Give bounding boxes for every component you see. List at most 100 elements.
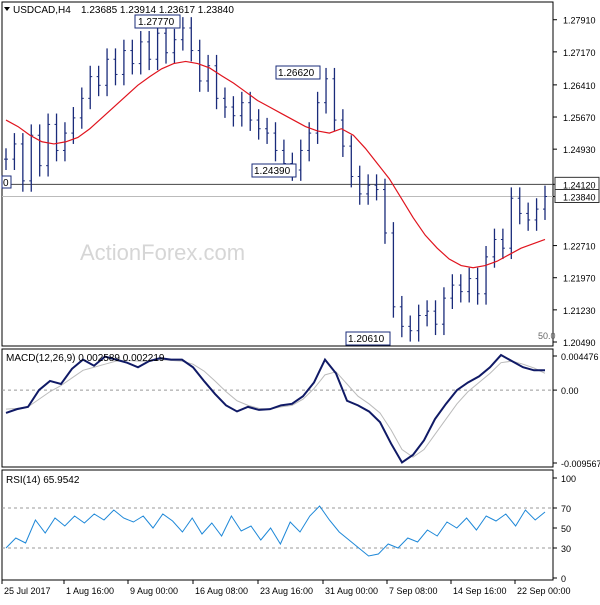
rsi-tick-label: 50 xyxy=(561,524,571,534)
price-bar xyxy=(37,124,42,177)
price-bar xyxy=(408,315,413,342)
price-bar xyxy=(391,222,396,318)
price-bar xyxy=(484,246,489,305)
price-level-box xyxy=(554,188,600,203)
annotation-high-2: 1.26620 xyxy=(275,65,321,80)
price-bar xyxy=(315,91,320,144)
price-bar xyxy=(231,96,236,127)
rsi-tick-label: 100 xyxy=(561,474,576,484)
annotation-text: 1.27770 xyxy=(138,17,175,28)
price-bar xyxy=(500,228,505,260)
x-tick-label: 23 Aug 16:00 xyxy=(260,586,313,596)
moving-average-line xyxy=(5,60,546,269)
header: USDCAD,H4 1.23685 1.23914 1.23617 1.2384… xyxy=(4,5,234,16)
rsi-panel xyxy=(1,469,554,581)
macd-tick-label: -0.009567 xyxy=(561,459,600,469)
price-bar xyxy=(324,67,329,114)
y-tick-label: 1.27170 xyxy=(563,48,596,58)
x-tick-label: 16 Aug 08:00 xyxy=(195,586,248,596)
y-tick-label: 1.21230 xyxy=(563,306,596,316)
price-bar xyxy=(256,109,261,140)
x-tick-label: 14 Sep 16:00 xyxy=(453,586,507,596)
price-bar xyxy=(458,274,463,303)
x-tick-label: 7 Sep 08:00 xyxy=(389,586,438,596)
price-bar xyxy=(197,39,202,92)
y-tick-label: 1.24930 xyxy=(563,145,596,155)
price-bar xyxy=(340,109,345,157)
price-bar xyxy=(20,133,25,192)
annotation-box xyxy=(251,163,297,178)
y-tick-label: 1.23840 xyxy=(563,192,596,202)
price-bar xyxy=(88,65,93,110)
price-bar xyxy=(475,267,480,305)
price-bar xyxy=(492,228,497,268)
annotation-low-2: 1.20610 xyxy=(345,331,391,346)
price-bar xyxy=(374,174,379,201)
annotation-text: 1.24390 xyxy=(254,166,291,177)
price-bar xyxy=(105,48,110,97)
annotation-text: 0 xyxy=(3,178,9,189)
price-layer xyxy=(2,17,553,342)
price-bar xyxy=(517,187,522,225)
x-tick-label: 9 Aug 00:00 xyxy=(130,586,178,596)
price-bar xyxy=(155,22,160,71)
macd-tick-label: 0.004476 xyxy=(561,352,599,362)
price-bar xyxy=(332,67,337,131)
price-bar xyxy=(239,91,244,127)
y-tick-label: 1.21970 xyxy=(563,274,596,284)
annotation-box xyxy=(1,175,12,189)
price-bar xyxy=(189,17,194,62)
y-tick-label: 1.24120 xyxy=(563,180,596,190)
level-50-label: 50.0 xyxy=(538,331,556,341)
price-bar xyxy=(214,54,219,110)
price-bar xyxy=(113,48,118,86)
price-bar xyxy=(416,304,421,342)
symbol-dropdown-icon xyxy=(4,7,10,11)
price-bar xyxy=(366,174,371,205)
price-bar xyxy=(130,39,135,75)
x-tick-label: 31 Aug 00:00 xyxy=(325,586,378,596)
price-bar xyxy=(164,22,169,64)
price-bar xyxy=(357,165,362,205)
price-bar xyxy=(79,87,84,129)
y-tick-label: 1.25670 xyxy=(563,113,596,123)
y-tick-label: 1.20490 xyxy=(563,338,596,348)
price-bar xyxy=(147,31,152,71)
left-edge-marker: 0 xyxy=(1,175,12,189)
price-bar xyxy=(71,107,76,144)
rsi-line xyxy=(5,505,546,557)
y-tick-label: 1.26410 xyxy=(563,81,596,91)
y-tick-label: 1.27910 xyxy=(563,16,596,26)
price-bar xyxy=(433,300,438,336)
rsi-layer xyxy=(2,505,553,557)
price-bar xyxy=(206,54,211,92)
price-bar xyxy=(509,187,514,260)
symbol-label: USDCAD,H4 xyxy=(13,5,71,16)
x-tick-label: 25 Jul 2017 xyxy=(4,586,51,596)
price-bar xyxy=(450,274,455,309)
price-bar xyxy=(534,198,539,231)
price-bar xyxy=(425,300,430,327)
price-bar xyxy=(382,178,387,244)
price-bar xyxy=(349,135,354,188)
annotation-text: 1.20610 xyxy=(348,334,385,345)
price-bar xyxy=(12,133,17,171)
macd-layer xyxy=(2,353,553,464)
price-bar xyxy=(307,122,312,162)
x-tick-label: 1 Aug 16:00 xyxy=(66,586,114,596)
price-bar xyxy=(265,117,270,144)
rsi-label: RSI(14) 65.9542 xyxy=(6,475,80,486)
price-bar xyxy=(46,113,51,177)
price-bar xyxy=(467,267,472,303)
price-bar xyxy=(273,122,278,162)
price-bar xyxy=(526,202,531,231)
ohlc-label: 1.23685 1.23914 1.23617 1.23840 xyxy=(81,5,234,16)
y-tick-label: 1.22710 xyxy=(563,242,596,252)
macd-tick-label: 0.00 xyxy=(561,386,579,396)
annotation-text: 1.26620 xyxy=(278,68,315,79)
rsi-tick-label: 30 xyxy=(561,544,571,554)
price-bar xyxy=(4,148,8,171)
price-bar xyxy=(138,31,143,75)
